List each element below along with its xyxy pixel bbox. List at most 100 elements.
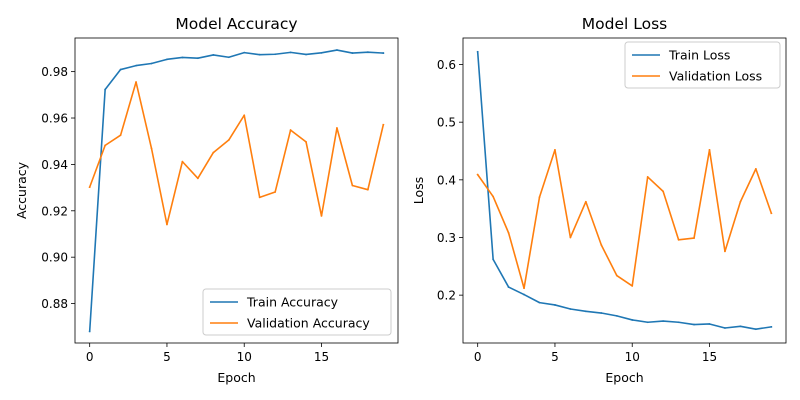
chart-panel-0: 0 5 10 15 0.88 0.90 0.92 0.94 0.96 0.98 Model Accu… <box>14 15 399 385</box>
chart-title: Model Loss <box>582 15 667 33</box>
data-point <box>135 64 137 67</box>
data-point <box>166 223 168 226</box>
data-point <box>274 53 277 56</box>
data-point <box>693 237 695 239</box>
data-point <box>770 325 773 328</box>
y-axis-label: Accuracy <box>14 161 29 219</box>
data-point <box>569 236 572 239</box>
data-point <box>631 319 634 321</box>
legend: Train Loss Validation Loss <box>624 41 781 89</box>
data-point <box>739 325 742 328</box>
data-point <box>196 57 199 60</box>
y-axis-label: Loss <box>411 177 426 204</box>
series-line-0 <box>88 49 385 333</box>
data-point <box>724 250 726 253</box>
legend-label: Validation Accuracy <box>247 316 370 331</box>
y-tick-label: 0.98 <box>41 65 68 79</box>
x-tick-label: 0 <box>86 350 94 364</box>
x-tick-label: 10 <box>625 350 640 364</box>
data-point <box>507 286 510 288</box>
x-tick-label: 5 <box>163 350 171 364</box>
plot-frame <box>462 37 787 344</box>
chart-title: Model Accuracy <box>175 15 297 33</box>
data-point <box>88 186 91 189</box>
data-point <box>305 53 307 56</box>
data-point <box>212 54 215 56</box>
y-tick-label: 0.4 <box>437 173 456 187</box>
x-axis-label: Epoch <box>217 370 255 385</box>
legend-label: Train Accuracy <box>246 295 339 310</box>
data-point <box>662 320 665 322</box>
data-point <box>615 274 618 277</box>
data-point <box>289 129 292 131</box>
data-point <box>754 167 757 170</box>
data-point <box>476 173 479 176</box>
y-tick-label: 0.90 <box>41 251 68 265</box>
data-point <box>724 327 726 329</box>
data-point <box>708 323 711 325</box>
data-point <box>507 231 510 234</box>
data-point <box>382 123 385 126</box>
data-point <box>166 58 168 61</box>
data-point <box>305 141 307 143</box>
y-tick-label: 0.6 <box>437 58 456 72</box>
data-point <box>336 49 338 51</box>
data-point <box>584 310 587 313</box>
x-tick-label: 0 <box>474 350 482 364</box>
data-point <box>600 312 603 314</box>
data-point <box>523 287 525 290</box>
data-point <box>739 200 742 203</box>
data-point <box>351 184 354 187</box>
data-point <box>538 196 541 199</box>
legend-box <box>202 288 392 336</box>
data-point <box>646 176 649 178</box>
y-tick-label: 0.94 <box>41 158 68 172</box>
x-tick-label: 10 <box>237 350 252 364</box>
legend: Train Accuracy Validation Accuracy <box>202 288 392 336</box>
x-tick-label: 15 <box>314 350 329 364</box>
data-point <box>538 301 541 304</box>
data-point <box>135 81 137 83</box>
data-point <box>584 200 587 203</box>
data-point <box>243 51 246 54</box>
y-tick-label: 0.3 <box>437 231 456 245</box>
legend-label: Train Loss <box>668 48 730 63</box>
data-point <box>320 214 323 217</box>
data-point <box>554 148 556 151</box>
data-point <box>150 147 153 150</box>
data-point <box>662 190 665 193</box>
data-point <box>492 195 495 198</box>
x-tick-label: 15 <box>702 350 717 364</box>
data-point <box>523 293 525 296</box>
data-point <box>336 127 338 129</box>
data-point <box>196 177 199 180</box>
y-tick-label: 0.96 <box>41 112 68 126</box>
series-line-0 <box>476 50 773 330</box>
data-point <box>770 212 773 215</box>
y-tick-label: 0.92 <box>41 204 68 218</box>
data-point <box>104 88 107 91</box>
data-point <box>104 144 107 147</box>
data-point <box>289 51 292 54</box>
data-point <box>181 160 184 163</box>
y-tick-label: 0.2 <box>437 289 456 303</box>
data-point <box>492 258 495 261</box>
data-point <box>382 52 385 54</box>
data-point <box>88 330 91 333</box>
data-point <box>274 191 277 193</box>
data-point <box>554 304 556 306</box>
data-point <box>677 321 680 324</box>
data-point <box>320 51 323 54</box>
data-point <box>646 321 649 324</box>
series-line-1 <box>476 149 773 290</box>
x-tick-label: 5 <box>551 350 559 364</box>
data-point <box>476 50 479 53</box>
data-point <box>181 56 184 59</box>
data-point <box>631 285 634 287</box>
data-point <box>150 62 153 65</box>
data-point <box>227 56 230 59</box>
data-point <box>615 315 618 317</box>
data-point <box>258 53 261 56</box>
data-point <box>366 188 369 191</box>
